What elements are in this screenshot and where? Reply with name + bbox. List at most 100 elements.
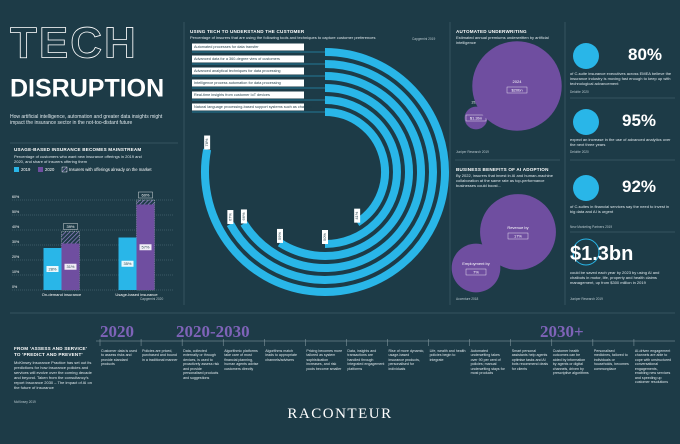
value-label: 60% [141, 192, 149, 197]
period-label: 2020-2030 [176, 322, 250, 341]
y-tick-label: 50% [12, 210, 20, 214]
value-label: $20bn [511, 87, 522, 92]
y-tick-label: 40% [12, 225, 20, 229]
y-tick-label: 30% [12, 240, 20, 244]
legend-swatch [61, 166, 68, 173]
arc-bar [240, 72, 425, 272]
arc-bar [201, 48, 449, 296]
source: Deloitte 2020 [570, 150, 589, 154]
value-label-box [507, 232, 529, 240]
stat-value: $1.3bn [570, 243, 634, 265]
stat-text: expect an increase in the use of advance… [570, 137, 671, 147]
legend-label: 2019 [21, 167, 31, 172]
arc-bar [324, 96, 401, 248]
category-label: Advanced data for a 360-degree view of c… [194, 57, 280, 61]
bubble-label: Revenue by [507, 225, 528, 230]
title: DISRUPTION [10, 75, 164, 103]
subtitle: How artificial intelligence, automation … [10, 114, 163, 127]
arc-bar [277, 84, 413, 260]
bubble [472, 41, 562, 131]
value-label-box [354, 208, 361, 223]
value-label: 59% [277, 231, 282, 239]
period-label: 2020 [100, 322, 134, 341]
timeline-item: Customer health outcomes can be aided by… [552, 349, 589, 376]
value-label-box [121, 260, 134, 267]
category-label: Advanced analytical techniques for data … [194, 69, 281, 73]
bubble-title: BUSINESS BENEFITS OF AI ADOPTION [456, 167, 549, 172]
y-tick-label: 20% [12, 255, 20, 259]
legend-swatch [14, 167, 19, 172]
timeline-item: Automated underwriting takes over 90 per… [470, 349, 505, 376]
legend-label: 2020 [45, 167, 55, 172]
value-label-box [227, 210, 234, 225]
arc-bar [226, 60, 437, 284]
bubble-subtitle: Estimated annual premiums underwritten b… [456, 35, 549, 45]
bar-title: USAGE-BASED INSURANCE BECOMES MAINSTREAM [14, 147, 142, 152]
value-label-box [138, 191, 153, 199]
title-outline: TECH [10, 19, 138, 68]
value-label: 35% [123, 261, 131, 266]
bubble [480, 194, 556, 270]
source: New Marketing Partners 2019 [570, 225, 613, 229]
timeline-item: Smart personal assistants help agents op… [511, 349, 549, 371]
category-label: Automated processes for data transfer [194, 45, 259, 49]
dividers [10, 22, 675, 314]
timeline-title: FROM 'ASSESS AND SERVICE' TO 'PREDICT AN… [14, 346, 88, 357]
value-label: 66% [241, 212, 246, 220]
source: Juniper Research 2019 [570, 297, 603, 301]
category-box [192, 55, 304, 63]
value-label: $1.3bn [470, 115, 482, 120]
period-label: 2030+ [540, 322, 584, 341]
source: Capgemini 2020 [140, 297, 164, 301]
timeline-item: AI-driven engagement channels are able t… [634, 349, 672, 385]
stat-text: of C-suite insurance executives across E… [570, 71, 672, 86]
timeline-item: Personalised medicines, tailored to indi… [593, 349, 629, 371]
brand: RACONTEUR [287, 406, 393, 422]
bubble-subtitle: By 2022, insurers that invest in AI and … [456, 173, 553, 188]
timeline-item: Customer data is used to assess risks an… [101, 349, 137, 367]
timeline-item: Rise of more dynamic, usage-based insura… [388, 349, 425, 371]
value-label: 7% [473, 269, 479, 274]
value-label-box [240, 209, 247, 224]
category-box [192, 43, 304, 51]
bar-subtitle: Percentage of customers who want new ins… [14, 154, 142, 164]
timeline-item: Life, wealth and health policies begin t… [429, 349, 466, 362]
value-label-box [276, 228, 283, 243]
radial-subtitle: Percentage of insurers that are using th… [190, 35, 376, 40]
timeline-item: Policies are priced, purchased and bound… [142, 349, 178, 362]
bubble-title: AUTOMATED UNDERWRITING [456, 29, 527, 34]
value-label: 17% [514, 233, 522, 238]
timeline-item: Algorithms match leads to appropriate ch… [265, 349, 298, 362]
stat-icons [572, 43, 600, 266]
x-tick-label: On-demand insurance [42, 292, 82, 297]
value-label: 78% [204, 138, 209, 146]
value-label-box [465, 268, 487, 276]
source: Juniper Research 2019 [456, 150, 489, 154]
legend-swatch [38, 167, 43, 172]
value-label: 39% [66, 224, 74, 229]
value-label-box [204, 135, 211, 150]
x-tick-label: Usage-based insurance [115, 292, 158, 297]
timeline-text: McKinsey Insurance Practice has set out … [14, 360, 92, 390]
timeline-item: Pricing becomes more tailored as system … [306, 349, 343, 371]
category-box [192, 67, 304, 75]
source: Deloitte 2020 [570, 90, 589, 94]
timeline-item: Data, collected externally or through de… [183, 349, 220, 380]
stat-value: 95% [622, 111, 657, 130]
value-label: 28% [48, 266, 56, 271]
category-box [192, 91, 304, 99]
value-label: 67% [227, 213, 232, 221]
radial-title: USING TECH TO UNDERSTAND THE CUSTOMER [190, 29, 305, 34]
timeline-item: Data, insights and transactions are hand… [347, 349, 385, 371]
value-label-box [64, 263, 77, 270]
value-label-box [63, 223, 78, 230]
stat-text: of C-suites in financial services say th… [570, 204, 670, 214]
value-label-box [506, 86, 528, 94]
category-box [192, 79, 304, 87]
category-label: Real-time insights from customer IoT dev… [194, 93, 270, 97]
source: McKinsey 2019 [14, 400, 36, 404]
arc-bar [324, 108, 389, 227]
y-tick-label: 10% [12, 270, 20, 274]
y-tick-label: 0% [12, 285, 18, 289]
category-label: Intelligence process automation for data… [194, 81, 281, 85]
